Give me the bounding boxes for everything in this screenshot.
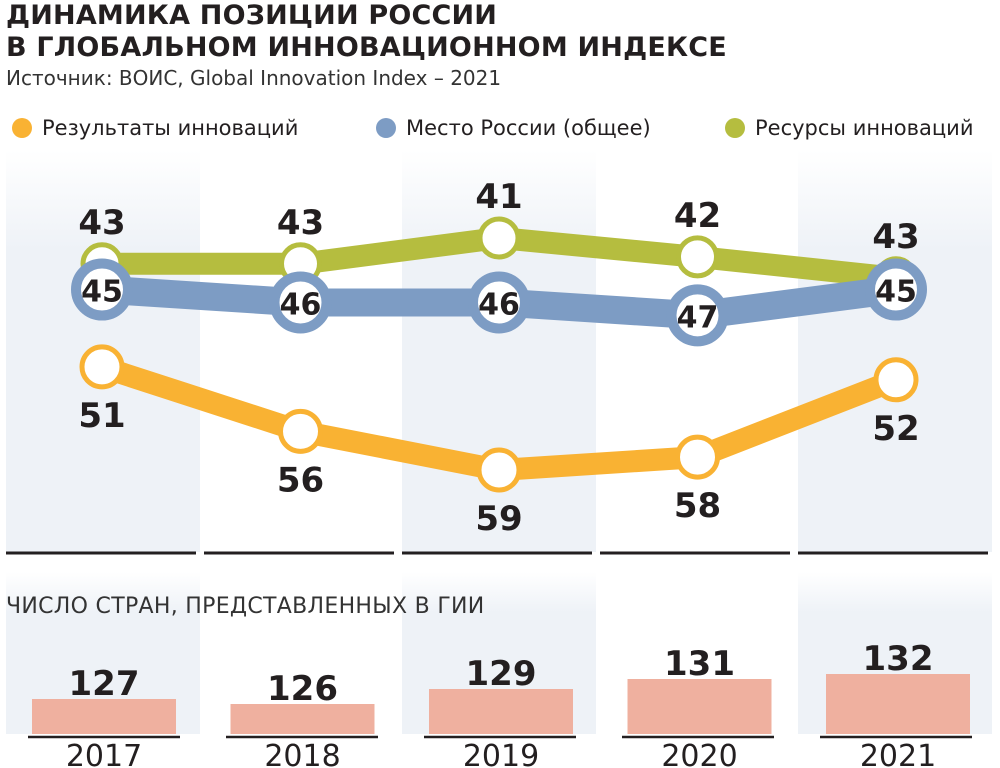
chart-title-line-1: ДИНАМИКА ПОЗИЦИИ РОССИИ	[6, 0, 498, 31]
value-label-results-2021: 52	[872, 409, 919, 449]
bar-countries-2018	[230, 704, 375, 734]
value-label-resources-2019: 41	[475, 177, 522, 217]
value-label-results-2020: 58	[674, 486, 721, 526]
countries-chart-title: ЧИСЛО СТРАН, ПРЕДСТАВЛЕННЫХ В ГИИ	[6, 594, 485, 619]
bar-countries-2019	[429, 689, 573, 734]
point-results-2017	[79, 344, 125, 390]
point-results-2021	[873, 357, 919, 403]
point-overall-2020	[666, 284, 729, 347]
source-note: Источник: ВОИС, Global Innovation Index …	[6, 66, 502, 90]
chart-title: ДИНАМИКА ПОЗИЦИИ РОССИИ В ГЛОБАЛЬНОМ ИНН…	[6, 0, 727, 64]
value-label-results-2017: 51	[78, 396, 125, 436]
value-label-overall-2017: 45	[81, 275, 123, 310]
bar-countries-2021	[826, 674, 970, 734]
column-shade-top-2021	[798, 150, 992, 552]
point-resources-2019	[477, 216, 521, 260]
value-label-overall-2020: 47	[677, 300, 719, 335]
value-label-results-2019: 59	[475, 499, 522, 539]
x-tick-label-2021: 2021	[860, 739, 936, 768]
value-label-results-2018: 56	[277, 460, 324, 500]
legend-swatch-overall	[376, 118, 396, 138]
x-tick-label-2017: 2017	[66, 739, 142, 768]
x-tick-label-2019: 2019	[463, 739, 539, 768]
bar-value-label-2021: 132	[863, 639, 934, 679]
legend-item-overall: Место России (общее)	[376, 116, 651, 140]
value-label-resources-2017: 43	[78, 203, 125, 243]
point-results-2020	[675, 434, 720, 480]
bar-value-label-2017: 127	[69, 664, 140, 704]
legend-item-resources: Ресурсы инноваций	[725, 116, 973, 140]
point-overall-2019	[468, 271, 530, 334]
x-tick-label-2020: 2020	[661, 739, 737, 768]
legend-swatch-resources	[725, 118, 745, 138]
value-label-resources-2021: 43	[872, 217, 919, 257]
chart-title-line-2: В ГЛОБАЛЬНОМ ИННОВАЦИОННОМ ИНДЕКСЕ	[6, 32, 727, 63]
point-overall-2021	[865, 258, 927, 321]
value-label-overall-2021: 45	[875, 275, 917, 310]
legend-label-resources: Ресурсы инноваций	[755, 116, 974, 140]
legend-label-overall: Место России (общее)	[406, 116, 651, 140]
value-label-resources-2018: 43	[277, 203, 324, 243]
value-label-overall-2019: 46	[478, 287, 520, 322]
x-tick-label-2018: 2018	[264, 739, 340, 768]
point-overall-2017	[71, 258, 133, 321]
bar-value-label-2019: 129	[466, 654, 537, 694]
point-results-2018	[278, 408, 323, 454]
bar-countries-2020	[627, 679, 772, 734]
bar-countries-2017	[32, 699, 176, 734]
point-overall-2018	[269, 271, 332, 334]
point-results-2019	[476, 447, 522, 493]
legend-swatch-results	[12, 118, 32, 138]
value-label-resources-2020: 42	[674, 196, 721, 236]
bar-value-label-2018: 126	[267, 669, 338, 709]
point-resources-2020	[676, 235, 719, 279]
value-label-overall-2018: 46	[280, 287, 322, 322]
bar-value-label-2020: 131	[664, 644, 735, 684]
legend-label-results: Результаты инноваций	[42, 116, 299, 140]
legend: Результаты инноваций Место России (общее…	[0, 116, 1000, 146]
legend-item-results: Результаты инноваций	[12, 116, 298, 140]
